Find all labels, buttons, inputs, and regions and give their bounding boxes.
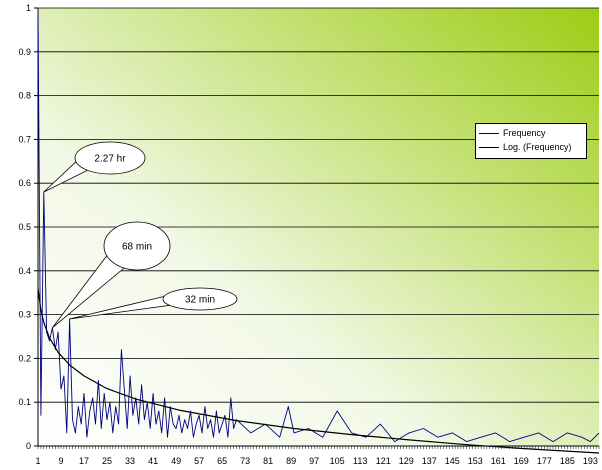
callout-fill — [105, 223, 169, 269]
legend-swatch-log-trend — [479, 146, 499, 148]
y-tick-label: 1 — [26, 3, 31, 13]
legend-item-frequency: Frequency — [476, 126, 586, 140]
x-tick-label: 73 — [240, 456, 250, 466]
y-tick-label: 0.3 — [18, 310, 31, 320]
y-tick-label: 0.2 — [18, 353, 31, 363]
callout-label: 2.27 hr — [94, 154, 126, 165]
x-tick-label: 81 — [263, 456, 273, 466]
callout-fill — [76, 143, 144, 173]
x-tick-label: 105 — [330, 456, 345, 466]
x-tick-label: 97 — [309, 456, 319, 466]
legend-item-log-trend: Log. (Frequency) — [476, 140, 586, 154]
x-tick-label: 89 — [286, 456, 296, 466]
x-tick-label: 25 — [102, 456, 112, 466]
y-tick-label: 0.1 — [18, 397, 31, 407]
legend-swatch-frequency — [479, 132, 499, 134]
y-tick-label: 0.8 — [18, 91, 31, 101]
series-line-frequency — [37, 7, 600, 443]
x-tick-label: 161 — [491, 456, 506, 466]
x-tick-label: 9 — [59, 456, 64, 466]
x-tick-label: 169 — [514, 456, 529, 466]
y-tick-label: 0.4 — [18, 266, 31, 276]
x-tick-label: 49 — [171, 456, 181, 466]
y-tick-label: 0.7 — [18, 134, 31, 144]
x-tick-label: 185 — [560, 456, 575, 466]
x-tick-labels: 1 9 17 25 33 41 49 57 65 73 81 89 97 105 113 121 129 137 1… — [35, 456, 597, 466]
x-tick-label: 57 — [194, 456, 204, 466]
x-tick-label: 129 — [399, 456, 414, 466]
legend: Frequency Log. (Frequency) — [475, 123, 587, 159]
x-tick-label: 33 — [125, 456, 135, 466]
callout-fill — [164, 289, 236, 309]
series-group — [37, 7, 600, 454]
x-tick-label: 65 — [217, 456, 227, 466]
y-tick-label: 0.5 — [18, 222, 31, 232]
x-tick-label: 113 — [353, 456, 367, 466]
x-tick-label: 121 — [376, 456, 391, 466]
x-tick-label: 41 — [148, 456, 158, 466]
x-tick-label: 145 — [445, 456, 460, 466]
y-tick-label: 0.9 — [18, 47, 31, 57]
legend-label-log-trend: Log. (Frequency) — [503, 142, 572, 152]
y-tick-label: 0.6 — [18, 178, 31, 188]
y-tick-labels: 0 0.1 0.2 0.3 0.4 0.5 0.6 0.7 0.8 0.9 1 — [18, 3, 31, 451]
x-tick-label: 193 — [583, 456, 598, 466]
callout-label: 68 min — [122, 242, 152, 253]
x-tick-label: 137 — [422, 456, 437, 466]
y-tick-label: 0 — [26, 441, 31, 451]
x-tick-label: 1 — [35, 456, 40, 466]
x-tick-label: 17 — [79, 456, 89, 466]
callout-label: 32 min — [185, 295, 215, 306]
legend-label-frequency: Frequency — [503, 128, 546, 138]
series-line-log-trend — [37, 288, 600, 454]
axes — [34, 7, 600, 449]
callouts: 2.27 hr 68 min 32 min — [43, 141, 238, 329]
x-tick-label: 177 — [537, 456, 552, 466]
x-tick-label: 153 — [468, 456, 483, 466]
